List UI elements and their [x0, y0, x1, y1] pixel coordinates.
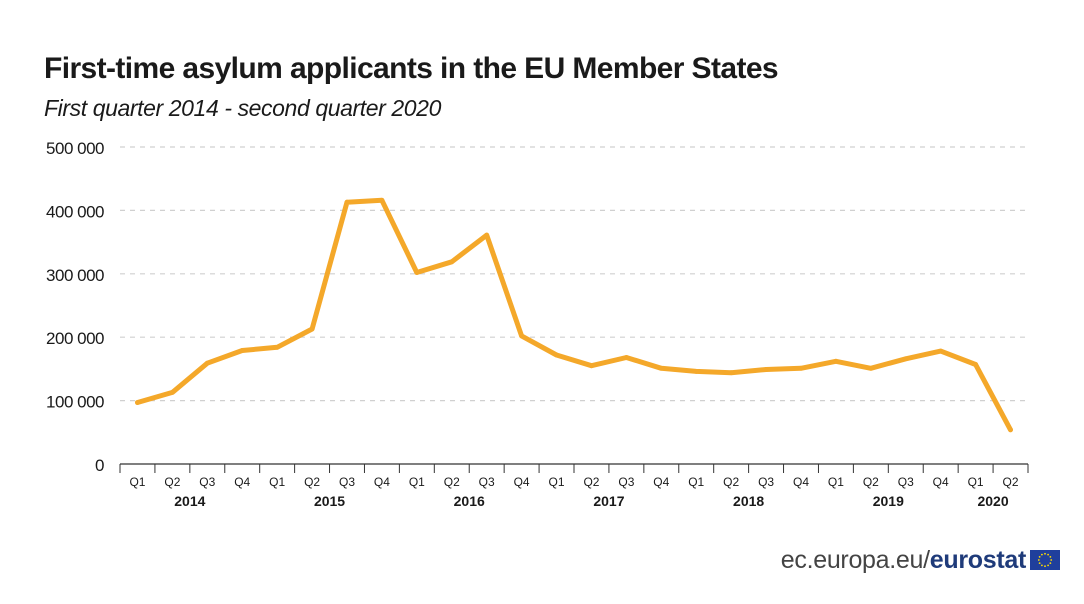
x-tick-label: Q2	[1003, 475, 1019, 489]
year-label: 2015	[314, 493, 345, 509]
series-layer	[135, 197, 1013, 433]
x-tick-label: Q1	[129, 475, 145, 489]
data-point	[798, 365, 804, 371]
flag-star	[1050, 559, 1053, 561]
data-point	[379, 197, 385, 203]
x-tick-label: Q3	[618, 475, 634, 489]
x-tick-label: Q2	[164, 475, 180, 489]
data-point	[519, 333, 525, 339]
data-point	[309, 326, 315, 332]
data-point	[973, 362, 979, 367]
x-tick-label: Q1	[409, 475, 425, 489]
chart-subtitle: First quarter 2014 - second quarter 2020	[44, 95, 441, 121]
y-tick-label: 0	[95, 456, 104, 475]
x-tick-label: Q3	[758, 475, 774, 489]
x-tick-label: Q1	[968, 475, 984, 489]
year-label: 2019	[873, 493, 904, 509]
flag-star	[1037, 559, 1040, 561]
data-point	[169, 389, 175, 395]
year-label: 2020	[977, 493, 1008, 509]
y-tick-label: 200 000	[46, 329, 104, 348]
data-point	[274, 344, 280, 350]
x-tick-label: Q2	[304, 475, 320, 489]
data-point	[833, 358, 839, 364]
data-point	[693, 369, 699, 374]
grid-lines	[120, 146, 1028, 402]
data-point	[239, 348, 245, 353]
data-point	[658, 365, 664, 371]
x-tick-label: Q2	[723, 475, 739, 489]
x-tick-label: Q2	[583, 475, 599, 489]
data-point	[484, 232, 490, 238]
series-line	[135, 197, 1013, 433]
data-point	[449, 259, 455, 265]
data-point	[135, 400, 140, 405]
x-axis: Q1 Q2 Q3 Q4 Q1 Q2 Q3 Q4 Q1 Q2 Q3 Q4 Q1 Q2 Q3 Q4 Q1 Q2 Q3 Q4…	[119, 463, 1029, 509]
year-label: 2018	[733, 493, 764, 509]
x-tick-label: Q4	[653, 475, 669, 489]
x-tick-label: Q3	[199, 475, 215, 489]
flag-star	[1044, 565, 1046, 568]
flag-star	[1049, 562, 1052, 564]
x-tick-label: Q2	[863, 475, 879, 489]
year-label: 2016	[454, 493, 485, 509]
x-tick-label: Q4	[234, 475, 250, 489]
x-tick-label: Q1	[269, 475, 285, 489]
chart-title: First-time asylum applicants in the EU M…	[44, 52, 779, 85]
x-tick-label: Q4	[514, 475, 530, 489]
footer-site: ec.europa.eu/	[780, 545, 930, 574]
data-point	[623, 355, 629, 360]
x-tick-label: Q4	[374, 475, 390, 489]
x-tick-label: Q4	[793, 475, 809, 489]
data-point	[344, 199, 350, 205]
year-label: 2017	[593, 493, 624, 509]
data-point	[589, 363, 594, 369]
x-tick-label: Q1	[828, 475, 844, 489]
flag-star	[1041, 564, 1043, 567]
x-tick-label: Q3	[479, 475, 495, 489]
year-label: 2014	[174, 493, 205, 509]
x-tick-label: Q1	[688, 475, 704, 489]
flag-star	[1038, 562, 1041, 564]
data-point	[414, 270, 420, 275]
x-tick-label: Q1	[549, 475, 565, 489]
flag-star	[1044, 552, 1046, 555]
flag-star	[1049, 556, 1052, 558]
data-point	[728, 370, 734, 376]
data-point	[903, 356, 909, 362]
data-point	[204, 360, 210, 366]
x-tick-label: Q4	[933, 475, 949, 489]
y-tick-label: 500 000	[46, 139, 104, 158]
x-tick-label: Q3	[339, 475, 355, 489]
footer-brand: eurostat	[929, 545, 1027, 574]
y-axis-ticks: 0 100 000 200 000 300 000 400 000 500 000	[46, 139, 104, 475]
footer-source: ec.europa.eu/ eurostat	[781, 540, 1060, 580]
x-tick-label: Q3	[898, 475, 914, 489]
y-tick-label: 300 000	[46, 266, 104, 285]
data-point	[1008, 427, 1013, 433]
flag-star	[1038, 556, 1041, 558]
flag-star	[1041, 553, 1043, 556]
data-point	[554, 352, 559, 358]
flag-star	[1047, 553, 1049, 556]
x-tick-label: Q2	[444, 475, 460, 489]
y-tick-label: 100 000	[46, 393, 104, 412]
eu-flag-icon	[1030, 550, 1060, 570]
flag-star	[1047, 564, 1049, 567]
data-point	[868, 365, 874, 371]
y-tick-label: 400 000	[46, 202, 104, 221]
data-point	[938, 348, 944, 354]
data-point	[763, 367, 769, 372]
